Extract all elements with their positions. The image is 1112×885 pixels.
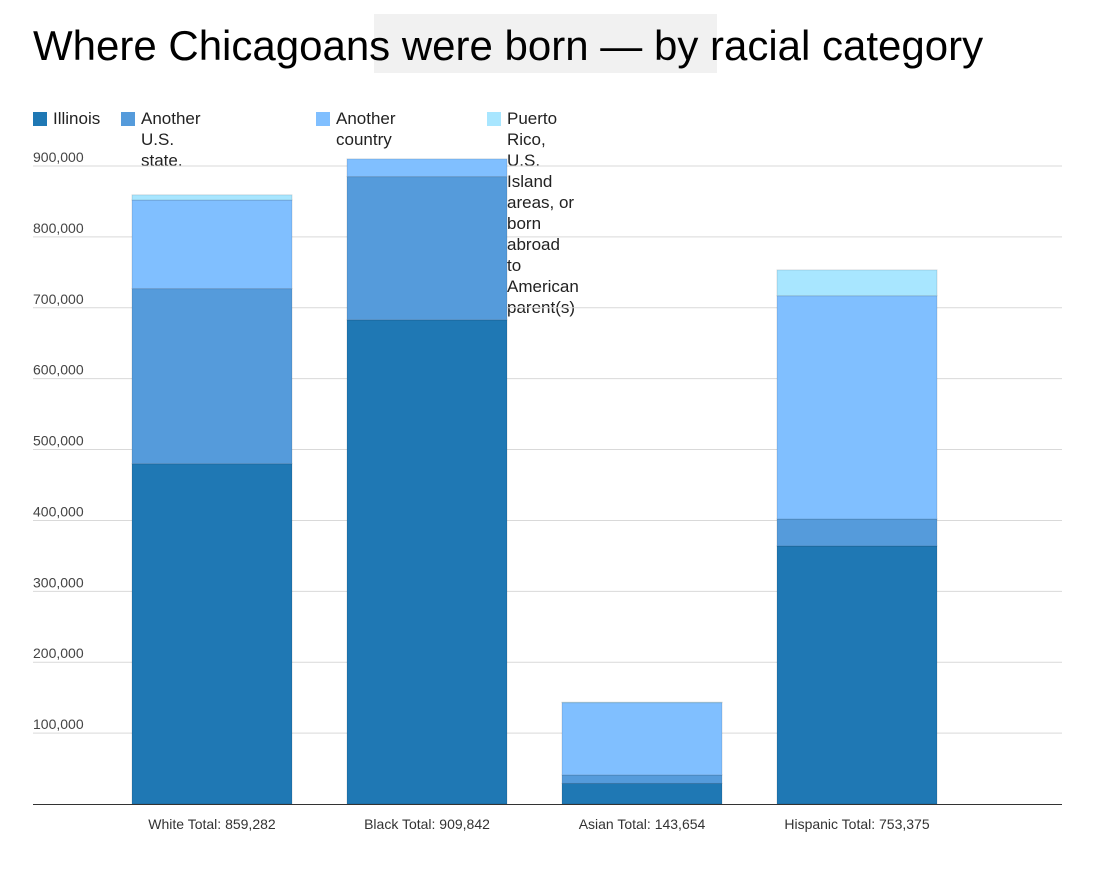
bar-segment-another-state	[346, 176, 508, 321]
bar-segment-another-country	[776, 295, 938, 520]
bar-segment-another-country	[131, 199, 293, 290]
bar-segment-illinois	[346, 319, 508, 805]
bar-segment-another-state	[561, 774, 723, 784]
bar-segment-another-state	[776, 518, 938, 547]
y-tick-label: 700,000	[33, 291, 84, 307]
legend-swatch-another-country	[316, 112, 330, 126]
bar-segment-another-state	[131, 288, 293, 465]
legend-swatch-illinois	[33, 112, 47, 126]
x-tick-label: White Total: 859,282	[148, 816, 276, 832]
bar-segment-illinois	[131, 463, 293, 805]
y-tick-label: 500,000	[33, 433, 84, 449]
bar-segment-illinois	[776, 545, 938, 805]
y-tick-label: 300,000	[33, 574, 84, 590]
x-tick-label: Asian Total: 143,654	[579, 816, 706, 832]
bar-segment-another-country	[561, 702, 723, 776]
legend-label-another-state-line2: state.	[141, 151, 183, 170]
legend-label-another-state-line1: Another U.S.	[141, 109, 201, 149]
x-tick-label: Black Total: 909,842	[364, 816, 490, 832]
legend-swatch-puerto-rico	[487, 112, 501, 126]
legend-label-another-country: Another country	[336, 109, 396, 149]
y-tick-label: 200,000	[33, 645, 84, 661]
y-tick-label: 600,000	[33, 362, 84, 378]
y-tick-label: 800,000	[33, 220, 84, 236]
bar-segment-puerto-rico	[131, 194, 293, 201]
chart-toolbar-overlay	[374, 14, 717, 73]
legend-swatch-another-state	[121, 112, 135, 126]
bar-segment-puerto-rico	[776, 269, 938, 297]
legend-label-illinois: Illinois	[53, 109, 101, 128]
y-tick-label: 100,000	[33, 716, 84, 732]
bar-segment-another-country	[346, 158, 508, 178]
y-tick-label: 400,000	[33, 503, 84, 519]
chart-title: Where Chicagoans were born — by racial c…	[33, 22, 984, 69]
x-tick-label: Hispanic Total: 753,375	[784, 816, 929, 832]
legend-label-another-state: Another U.S. state.	[141, 108, 201, 171]
y-tick-label: 900,000	[33, 149, 84, 165]
bar-segment-illinois	[561, 782, 723, 805]
